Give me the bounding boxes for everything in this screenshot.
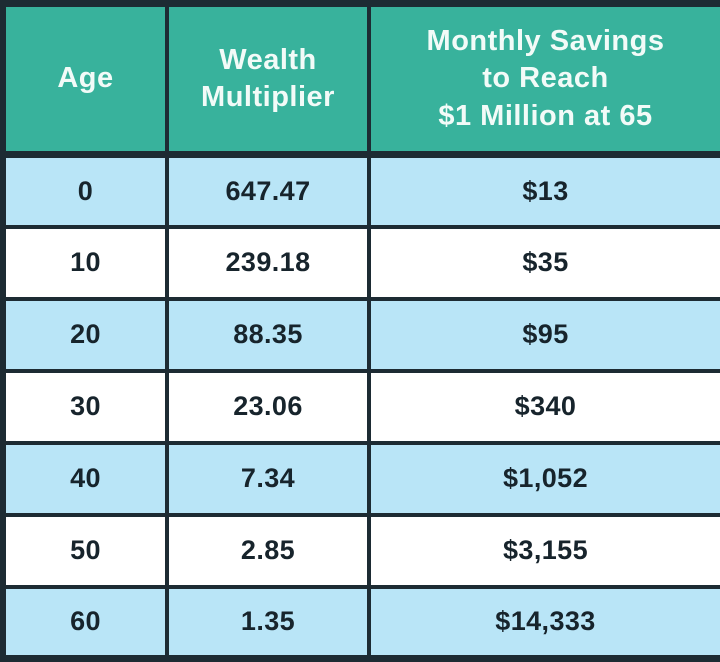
cell-savings: $14,333: [367, 584, 720, 662]
cell-age: 40: [0, 440, 169, 517]
header-row: Age Wealth Multiplier Monthly Savings to…: [0, 0, 720, 158]
cell-savings: $35: [367, 224, 720, 301]
table-row: 50 2.85 $3,155: [0, 512, 720, 589]
cell-multiplier: 2.85: [165, 512, 371, 589]
header-cell-age: Age: [0, 0, 169, 158]
cell-age: 50: [0, 512, 169, 589]
cell-age: 10: [0, 224, 169, 301]
cell-savings: $95: [367, 296, 720, 373]
cell-age: 0: [0, 151, 169, 229]
cell-multiplier: 23.06: [165, 368, 371, 445]
table-row: 20 88.35 $95: [0, 296, 720, 373]
table-row: 0 647.47 $13: [0, 151, 720, 229]
cell-multiplier: 88.35: [165, 296, 371, 373]
table-row: 40 7.34 $1,052: [0, 440, 720, 517]
header-cell-wealth-multiplier: Wealth Multiplier: [165, 0, 371, 158]
cell-age: 20: [0, 296, 169, 373]
table-row: 30 23.06 $340: [0, 368, 720, 445]
table-row: 10 239.18 $35: [0, 224, 720, 301]
cell-age: 30: [0, 368, 169, 445]
cell-age: 60: [0, 584, 169, 662]
cell-multiplier: 1.35: [165, 584, 371, 662]
cell-savings: $13: [367, 151, 720, 229]
cell-multiplier: 7.34: [165, 440, 371, 517]
table-body: 0 647.47 $13 10 239.18 $35 20 88.35 $95 …: [0, 151, 720, 662]
cell-multiplier: 239.18: [165, 224, 371, 301]
table-header: Age Wealth Multiplier Monthly Savings to…: [0, 0, 720, 158]
cell-savings: $340: [367, 368, 720, 445]
cell-multiplier: 647.47: [165, 151, 371, 229]
cell-savings: $1,052: [367, 440, 720, 517]
table-row: 60 1.35 $14,333: [0, 584, 720, 662]
cell-savings: $3,155: [367, 512, 720, 589]
header-cell-monthly-savings: Monthly Savings to Reach $1 Million at 6…: [367, 0, 720, 158]
